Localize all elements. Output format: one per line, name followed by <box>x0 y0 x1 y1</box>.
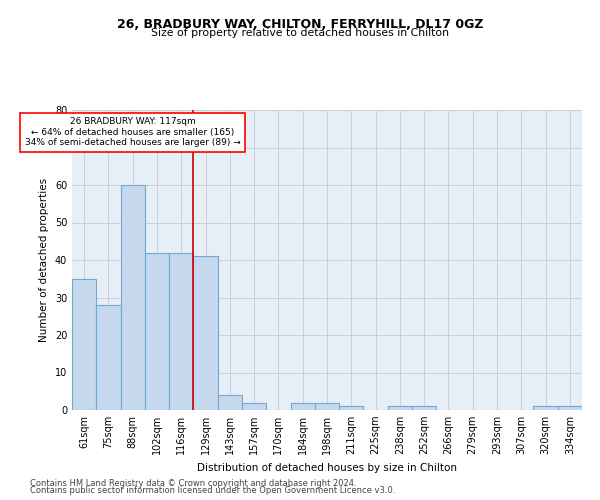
Bar <box>72 279 96 410</box>
Text: Size of property relative to detached houses in Chilton: Size of property relative to detached ho… <box>151 28 449 38</box>
Bar <box>145 252 169 410</box>
Text: Contains public sector information licensed under the Open Government Licence v3: Contains public sector information licen… <box>30 486 395 495</box>
Bar <box>315 402 339 410</box>
Y-axis label: Number of detached properties: Number of detached properties <box>39 178 49 342</box>
Text: Contains HM Land Registry data © Crown copyright and database right 2024.: Contains HM Land Registry data © Crown c… <box>30 478 356 488</box>
Bar <box>121 185 145 410</box>
Bar <box>290 402 315 410</box>
Bar <box>242 402 266 410</box>
Bar <box>339 406 364 410</box>
Bar <box>218 395 242 410</box>
Bar <box>533 406 558 410</box>
Bar <box>193 256 218 410</box>
X-axis label: Distribution of detached houses by size in Chilton: Distribution of detached houses by size … <box>197 462 457 472</box>
Text: 26, BRADBURY WAY, CHILTON, FERRYHILL, DL17 0GZ: 26, BRADBURY WAY, CHILTON, FERRYHILL, DL… <box>117 18 483 30</box>
Bar <box>558 406 582 410</box>
Bar <box>388 406 412 410</box>
Bar <box>169 252 193 410</box>
Bar <box>96 305 121 410</box>
Text: 26 BRADBURY WAY: 117sqm
← 64% of detached houses are smaller (165)
34% of semi-d: 26 BRADBURY WAY: 117sqm ← 64% of detache… <box>25 118 241 148</box>
Bar <box>412 406 436 410</box>
